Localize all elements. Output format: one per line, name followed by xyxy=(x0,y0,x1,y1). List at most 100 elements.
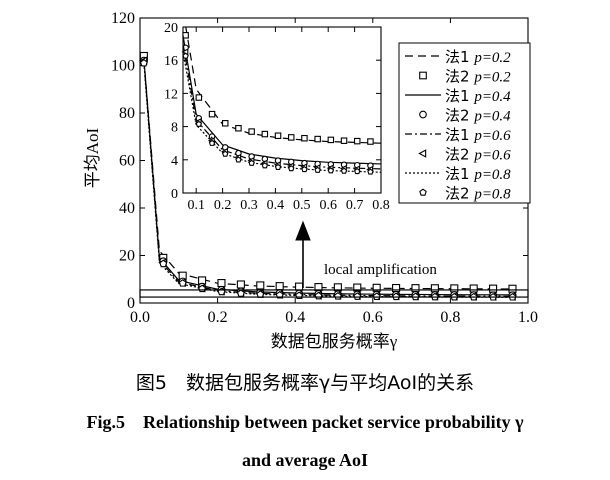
inset-series-point-pentagon xyxy=(182,52,189,59)
legend-symbol-square xyxy=(419,71,427,80)
inset-y-tick-label: 4 xyxy=(171,154,178,169)
main-series-point-square xyxy=(217,278,226,288)
inset-series-point-square xyxy=(235,125,242,132)
main-series-point-pentagon xyxy=(353,292,362,300)
main-y-tick-label: 100 xyxy=(111,58,135,75)
inset-x-tick-label: 0.7 xyxy=(346,198,364,213)
main-series-point-pentagon xyxy=(392,292,401,301)
main-y-tick-label: 120 xyxy=(111,10,135,27)
main-series-point-square xyxy=(295,282,304,291)
main-series-line-dotted xyxy=(143,63,517,298)
legend-label: 法2 p=0.2 xyxy=(445,68,511,86)
legend-box xyxy=(398,42,531,204)
inset-x-tick-label: 0.5 xyxy=(293,198,311,213)
main-x-tick-label: 0.0 xyxy=(130,309,150,326)
legend-label: 法1 p=0.4 xyxy=(445,87,511,105)
inset-y-tick-label: 12 xyxy=(164,87,178,102)
inset-series-point-pentagon xyxy=(314,166,321,173)
inset-series-point-pentagon xyxy=(340,167,348,174)
inset-x-tick-label: 0.2 xyxy=(214,198,232,213)
inset-series-point-square xyxy=(327,136,335,144)
figure-caption-chinese: 图5 数据包服务概率γ与平均AoI的关系 xyxy=(135,372,475,394)
inset-y-tick-label: 16 xyxy=(164,54,178,69)
inset-series-point-square xyxy=(287,134,295,141)
inset-series-point-square xyxy=(340,137,348,144)
main-series-point-pentagon xyxy=(139,58,148,67)
x-axis-title: 数据包服务概率γ xyxy=(271,332,398,351)
main-y-tick-label: 80 xyxy=(119,105,135,122)
amplification-region-box xyxy=(139,289,529,298)
inset-series-point-pentagon xyxy=(288,165,295,172)
main-series-point-square xyxy=(489,284,498,293)
inset-series-point-square xyxy=(261,130,269,138)
main-series-point-square xyxy=(508,284,517,293)
inset-series-point-square xyxy=(301,134,308,142)
inset-y-tick-label: 20 xyxy=(164,21,178,36)
main-y-tick-label: 0 xyxy=(127,295,135,312)
main-series-point-square xyxy=(256,281,265,290)
main-series-point-square xyxy=(275,282,284,291)
inset-series-point-square xyxy=(221,120,229,127)
y-axis-title: 平均AoI xyxy=(83,127,102,188)
inset-series-point-pentagon xyxy=(222,150,229,157)
figure-caption-english-line2: and average AoI xyxy=(242,450,368,470)
inset-series-point-square xyxy=(195,94,203,101)
inset-x-tick-label: 0.8 xyxy=(372,198,390,213)
inset-series-point-pentagon xyxy=(301,165,308,173)
inset-series-point-pentagon xyxy=(367,168,374,175)
inset-series-point-square xyxy=(248,128,255,135)
inset-series-point-square xyxy=(208,110,216,118)
legend-label: 法1 p=0.2 xyxy=(445,48,511,66)
main-series-point-square xyxy=(450,284,459,293)
inset-series-point-pentagon xyxy=(235,156,242,163)
main-y-tick-label: 40 xyxy=(119,200,135,217)
main-y-tick-label: 60 xyxy=(119,153,135,170)
main-series-point-pentagon xyxy=(178,279,187,287)
main-series-point-pentagon xyxy=(372,292,381,300)
inset-series-point-pentagon xyxy=(274,163,282,170)
main-x-tick-label: 1.0 xyxy=(518,309,538,326)
main-x-tick-label: 0.6 xyxy=(363,309,383,326)
inset-x-tick-label: 0.1 xyxy=(187,198,205,213)
main-x-tick-label: 0.8 xyxy=(440,309,460,326)
inset-y-tick-label: 8 xyxy=(171,121,178,136)
inset-series-point-square xyxy=(353,137,361,145)
main-x-tick-label: 0.2 xyxy=(208,309,228,326)
main-series-point-pentagon xyxy=(159,259,168,268)
inset-frame xyxy=(182,26,382,194)
main-series-point-square xyxy=(236,280,245,289)
inset-series-point-pentagon xyxy=(354,168,361,175)
main-series-point-square xyxy=(411,284,420,293)
legend-label: 法2 p=0.6 xyxy=(445,146,511,164)
inset-series-point-pentagon xyxy=(327,167,335,174)
inset-x-tick-label: 0.6 xyxy=(319,198,337,213)
inset-series-point-pentagon xyxy=(248,159,255,166)
legend-label: 法1 p=0.8 xyxy=(445,165,511,183)
inset-series-point-square xyxy=(274,132,282,139)
inset-series-point-pentagon xyxy=(195,120,203,127)
main-y-tick-label: 20 xyxy=(119,248,135,265)
main-series-point-pentagon xyxy=(275,290,284,299)
legend-label: 法1 p=0.6 xyxy=(445,126,511,144)
figure-caption-english-line1: Fig.5 Relationship between packet servic… xyxy=(86,412,524,432)
amplification-arrow-head xyxy=(295,220,311,241)
inset-series-point-pentagon xyxy=(208,139,216,146)
inset-series-point-square xyxy=(182,32,189,39)
legend-label: 法2 p=0.4 xyxy=(445,107,511,125)
main-series-point-pentagon xyxy=(236,289,245,297)
main-series-point-square xyxy=(430,284,439,293)
inset-series-point-square xyxy=(367,138,374,145)
inset-x-tick-label: 0.3 xyxy=(240,198,258,213)
main-series-point-square xyxy=(469,284,478,293)
annotation-text: local amplification xyxy=(324,262,437,278)
inset-series-point-pentagon xyxy=(261,162,269,169)
inset-x-tick-label: 0.4 xyxy=(267,198,285,213)
legend-symbol-pentagon xyxy=(419,188,427,196)
inset-y-tick-label: 0 xyxy=(171,187,178,202)
legend-symbol-triangle xyxy=(418,149,427,158)
legend-symbol-circle xyxy=(419,110,427,119)
inset-series-point-square xyxy=(314,135,321,143)
legend-label: 法2 p=0.8 xyxy=(445,185,511,203)
